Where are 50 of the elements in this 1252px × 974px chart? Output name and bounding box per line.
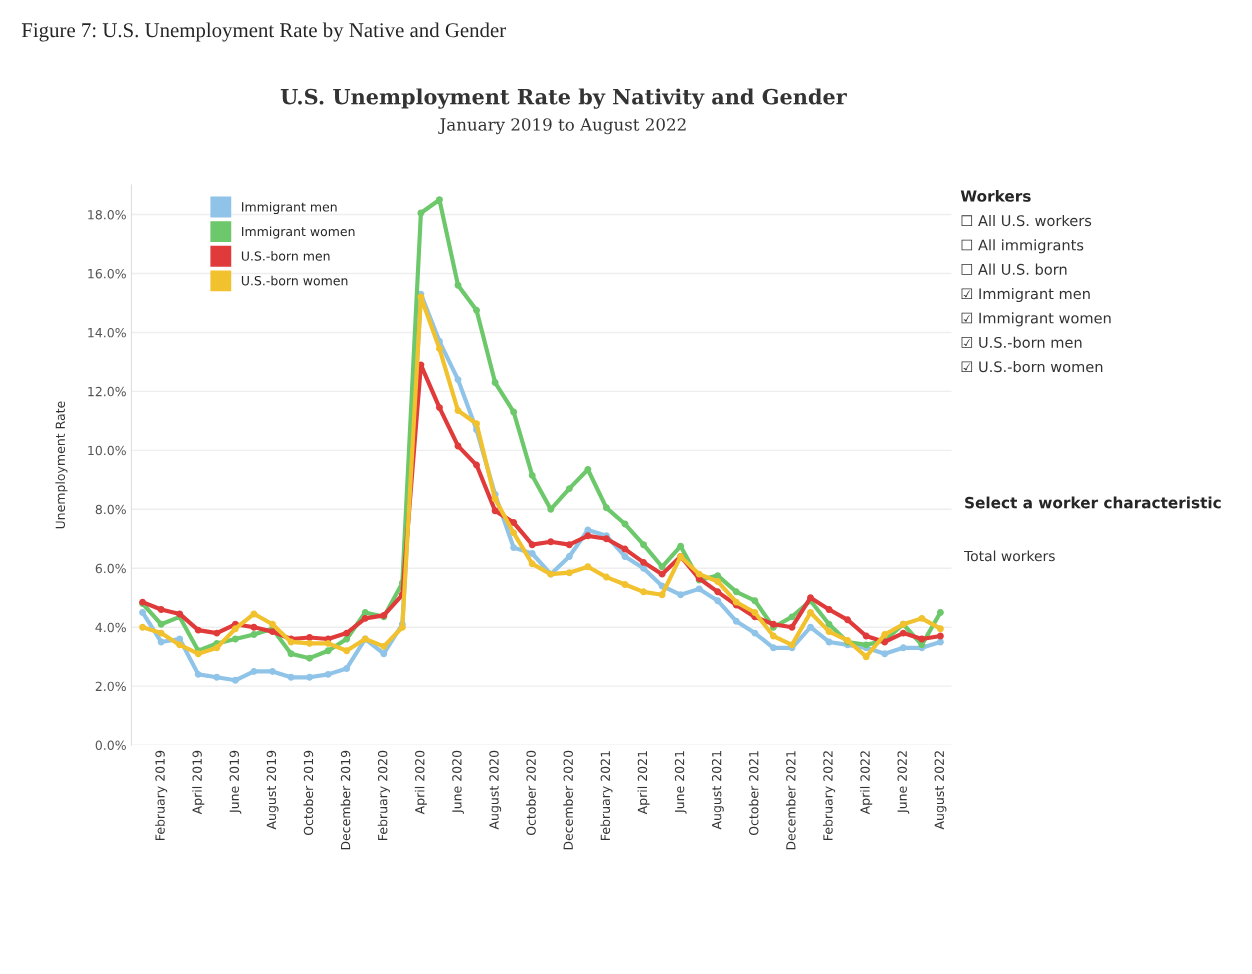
text: ☑ U.S.-born women — [961, 360, 1103, 373]
x-tick-label: April 2020 — [414, 750, 427, 815]
text: Workers — [960, 190, 1031, 202]
x-tick-label: April 2021 — [637, 751, 650, 815]
x-tick-label: August 2022 — [934, 751, 947, 830]
text: ☐ All U.S. born — [961, 263, 1067, 275]
legend-label: Immigrant women — [242, 226, 355, 239]
text: ☑ Immigrant men — [961, 287, 1090, 303]
text: Total workers — [964, 550, 1055, 562]
x-tick-label: October 2020 — [526, 750, 536, 836]
x-tick-label: December 2020 — [563, 750, 573, 850]
text: ☐ All U.S. workers — [961, 214, 1092, 227]
y-tick-label: 18.0% — [88, 210, 126, 220]
y-tick-label: 16.0% — [88, 268, 126, 279]
y-tick-label: 0.0% — [95, 740, 126, 751]
x-tick-label: August 2020 — [489, 750, 502, 830]
x-tick-label: December 2021 — [785, 751, 796, 850]
text: Select a worker characteristic — [965, 496, 1221, 509]
y-tick-label: 10.0% — [88, 445, 126, 456]
legend-label: U.S.-born men — [241, 251, 330, 261]
y-axis-title: Unemployment Rate — [55, 401, 68, 529]
x-tick-label: February 2019 — [155, 750, 168, 840]
x-tick-label: June 2022 — [897, 751, 910, 814]
y-tick-label: 2.0% — [95, 681, 126, 692]
x-tick-label: June 2020 — [452, 750, 464, 814]
y-tick-label: 4.0% — [95, 622, 126, 633]
text: ☑ U.S.-born men — [961, 336, 1082, 348]
x-tick-label: December 2019 — [340, 750, 351, 850]
x-tick-label: October 2021 — [748, 751, 759, 836]
x-tick-label: August 2021 — [711, 751, 724, 830]
text: ☐ All immigrants — [961, 239, 1084, 254]
x-tick-label: April 2022 — [860, 751, 873, 815]
chart-title: U.S. Unemployment Rate by Nativity and Gender — [280, 88, 847, 109]
x-tick-label: June 2021 — [674, 751, 687, 814]
legend-label: Immigrant men — [242, 201, 337, 215]
x-tick-label: August 2019 — [266, 750, 279, 830]
y-tick-label: 8.0% — [95, 504, 126, 515]
y-tick-label: 14.0% — [88, 327, 126, 338]
x-tick-label: February 2022 — [823, 751, 836, 840]
chart-subtitle: January 2019 to August 2022 — [438, 118, 686, 135]
x-tick-label: February 2020 — [377, 750, 390, 840]
x-tick-label: February 2021 — [600, 751, 613, 840]
x-tick-label: October 2019 — [303, 750, 314, 836]
y-tick-label: 12.0% — [88, 386, 126, 397]
caption: Figure 7: U.S. Unemployment Rate by Native and Gender — [21, 22, 506, 42]
legend-label: U.S.-born women — [241, 275, 348, 286]
text: ☑ Immigrant women — [961, 312, 1111, 327]
x-tick-label: April 2019 — [192, 750, 205, 815]
y-tick-label: 6.0% — [95, 563, 126, 574]
x-tick-label: June 2019 — [229, 750, 242, 814]
